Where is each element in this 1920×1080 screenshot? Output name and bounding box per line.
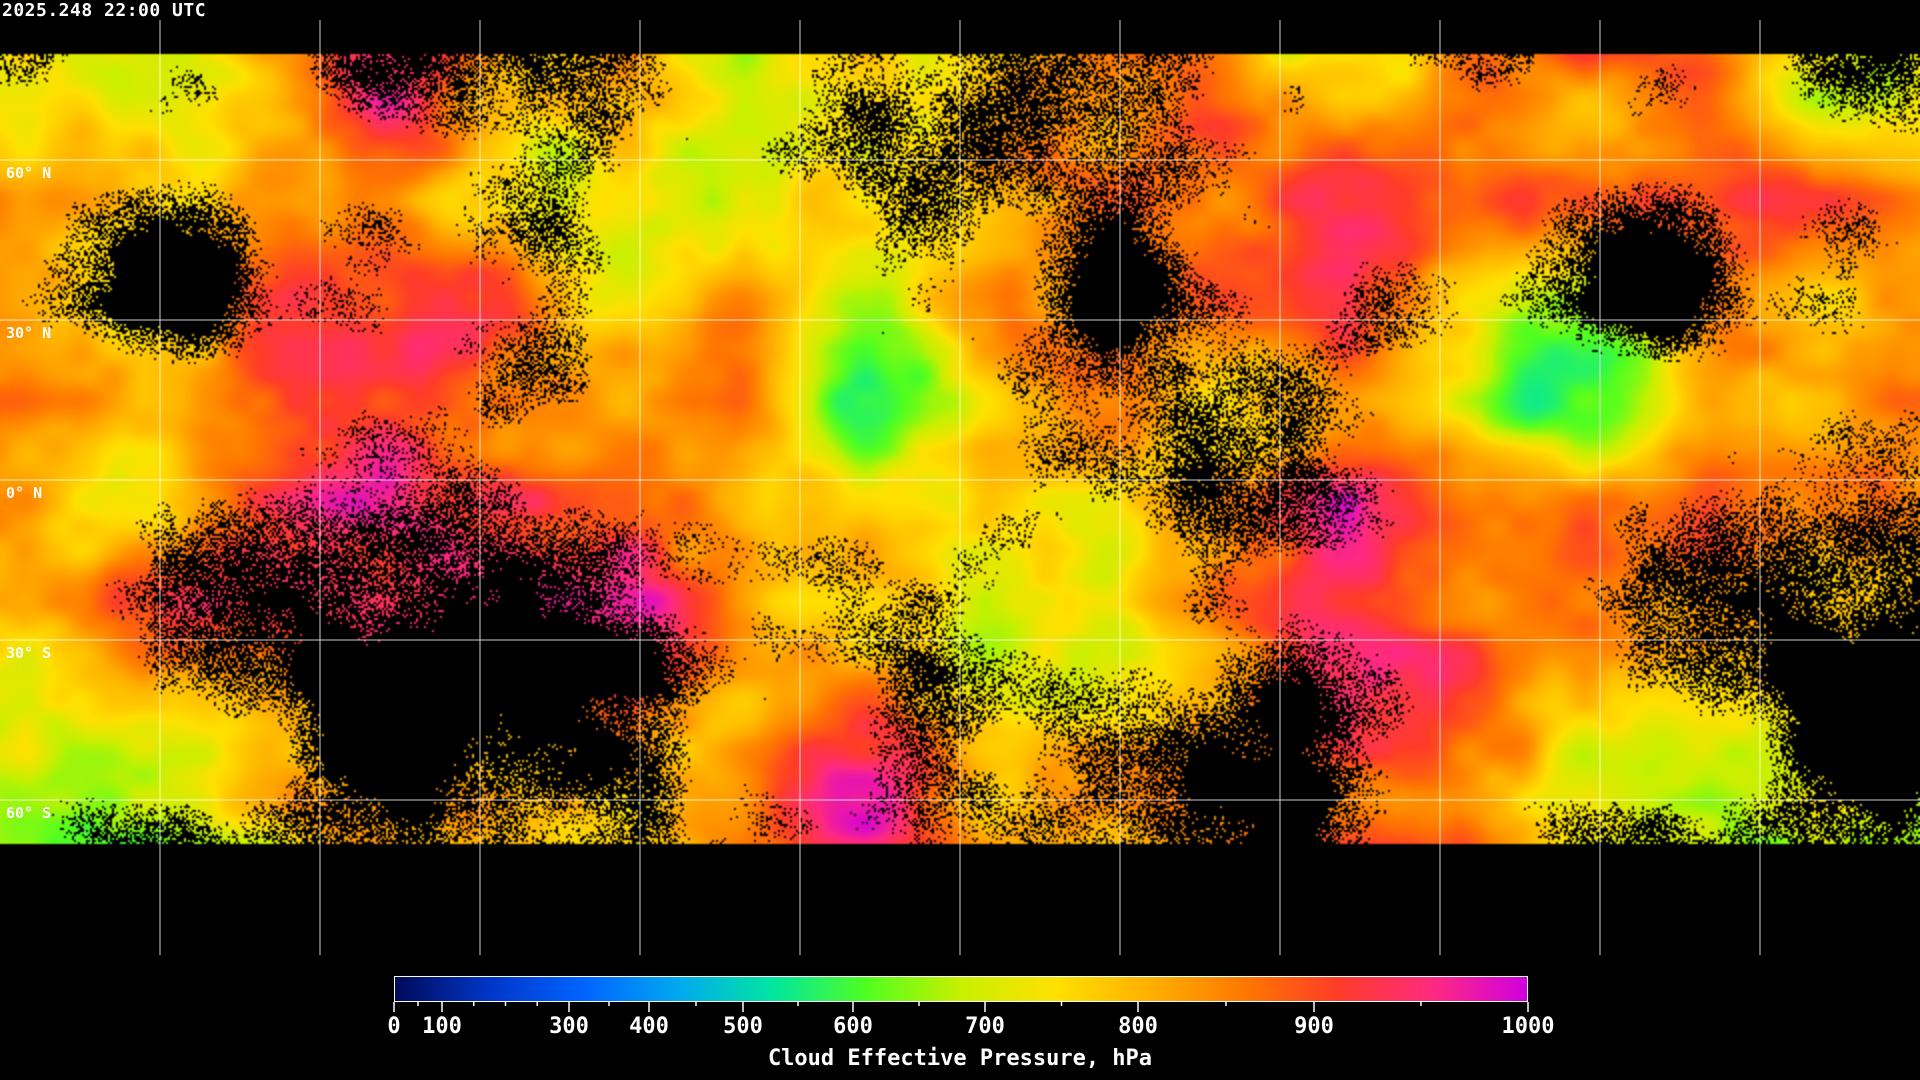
latitude-label: 60° S — [6, 804, 52, 822]
latitude-label: 60° N — [6, 164, 52, 182]
latitude-label: 0° N — [6, 484, 43, 502]
colorbar-tick-label: 900 — [1294, 1014, 1334, 1039]
colorbar-tick-label: 400 — [629, 1014, 669, 1039]
colorbar-tick-label: 500 — [723, 1014, 763, 1039]
colorbar-tick-label: 1000 — [1501, 1014, 1555, 1039]
timestamp: 2025.248 22:00 UTC — [2, 0, 207, 21]
colorbar-ticks — [393, 1002, 1529, 1012]
colorbar-tick-label: 600 — [833, 1014, 873, 1039]
colorbar-tick-label: 0 — [387, 1014, 401, 1039]
lat-lon-grid — [0, 20, 1920, 955]
latitude-label: 30° N — [6, 324, 52, 342]
colorbar — [394, 976, 1528, 1002]
colorbar-tick-label: 100 — [422, 1014, 462, 1039]
latitude-label: 30° S — [6, 644, 52, 662]
colorbar-title: Cloud Effective Pressure, hPa — [767, 1046, 1153, 1071]
colorbar-tick-label: 800 — [1118, 1014, 1158, 1039]
colorbar-tick-label: 700 — [965, 1014, 1005, 1039]
colorbar-tick-label: 300 — [549, 1014, 589, 1039]
